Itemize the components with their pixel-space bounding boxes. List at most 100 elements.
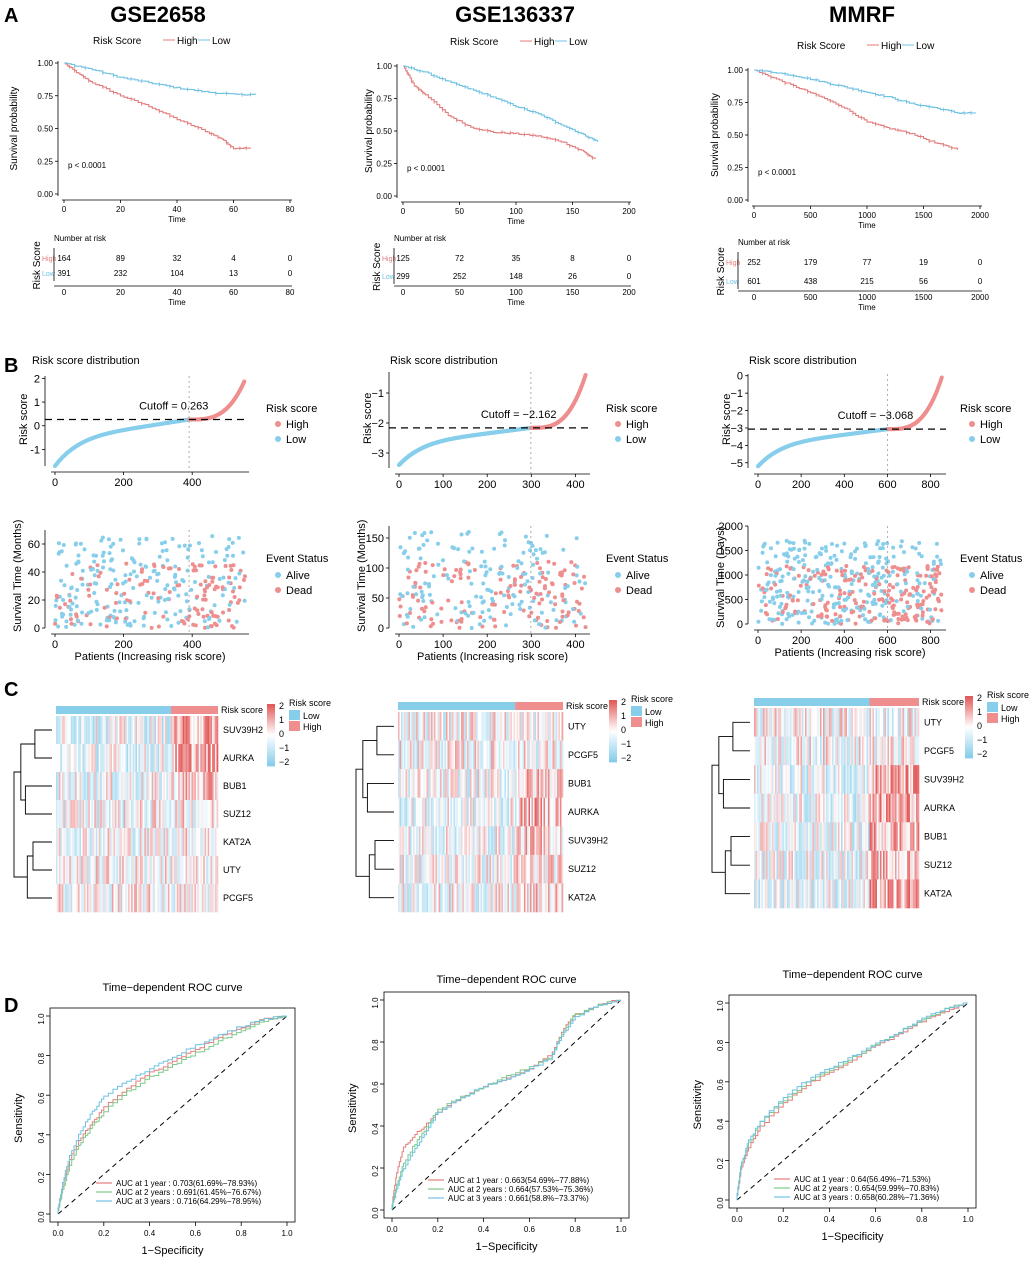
status-dot-alive: [165, 617, 170, 622]
heatmap-cell: [107, 772, 110, 801]
status-dot-alive: [427, 592, 432, 597]
heatmap-cell: [106, 884, 108, 913]
annotation-low: [754, 698, 870, 706]
heatmap-cell: [169, 884, 172, 913]
heatmap-cell: [853, 793, 855, 823]
x-tick-label: 200: [622, 207, 636, 216]
heatmap-cell: [527, 712, 529, 741]
status-dot-alive: [891, 554, 896, 559]
heatmap-cell: [773, 850, 776, 880]
heatmap-cell: [160, 828, 163, 857]
heatmap-cell: [200, 800, 203, 829]
heatmap-cell: [558, 712, 561, 741]
heatmap-cell: [150, 800, 153, 829]
heatmap-cell: [500, 769, 502, 799]
status-dot-dead: [538, 566, 542, 571]
heatmap-cell: [450, 740, 453, 770]
heatmap-cell: [527, 883, 529, 913]
heatmap-cell: [512, 883, 514, 913]
y-tick-label: 0: [737, 619, 743, 631]
status-dot-alive: [812, 618, 817, 623]
heatmap-cell: [851, 879, 854, 909]
heatmap-row-pcgf5: [754, 736, 920, 766]
status-dot-alive: [813, 555, 818, 560]
gene-label: SUZ12: [924, 860, 952, 870]
heatmap-cell: [203, 716, 206, 745]
heatmap-cell: [908, 736, 911, 766]
status-dot-dead: [788, 566, 793, 571]
heatmap-cell: [148, 744, 151, 773]
status-dot-dead: [431, 621, 435, 626]
heatmap-cell: [128, 828, 130, 857]
heatmap-cell: [778, 765, 780, 795]
heatmap-cell: [551, 769, 553, 799]
heatmap-cell: [405, 740, 408, 770]
status-dot-dead: [930, 589, 935, 594]
heatmap-cell: [160, 772, 163, 801]
heatmap-cell: [426, 797, 429, 827]
heatmap-cell: [850, 879, 852, 909]
y-axis-label: Survival Time (Months): [356, 520, 368, 632]
heatmap-cell: [83, 744, 86, 773]
status-dot-alive: [417, 546, 422, 551]
heatmap-cell: [134, 856, 136, 885]
heatmap-cell: [169, 828, 172, 857]
risk-x-tick-label: 1000: [858, 293, 876, 302]
heatmap-cell: [811, 765, 813, 795]
heatmap-cell: [474, 826, 477, 856]
heatmap-cell: [754, 736, 756, 766]
heatmap-cell: [209, 772, 211, 801]
heatmap-cell: [516, 769, 519, 799]
heatmap-cell: [416, 769, 418, 799]
risk-count: 391: [57, 269, 71, 278]
heatmap-cell: [104, 856, 107, 885]
status-dot-alive: [155, 578, 160, 583]
status-dot-alive: [805, 579, 810, 584]
heatmap-cell: [192, 744, 195, 773]
heatmap-cell: [491, 740, 493, 770]
heatmap-cell: [821, 822, 824, 852]
heatmap-cell: [477, 740, 480, 770]
y-tick-label: 1.00: [37, 59, 53, 68]
heatmap-cell: [440, 712, 442, 741]
heatmap-cell: [510, 854, 513, 884]
heatmap-cell: [880, 879, 882, 909]
status-dot-alive: [112, 608, 117, 613]
heatmap-cell: [483, 740, 486, 770]
heatmap-cell: [860, 793, 863, 823]
heatmap-cell: [542, 854, 544, 884]
heatmap-cell: [528, 797, 531, 827]
heatmap-cell: [839, 850, 842, 880]
status-dot-alive: [423, 581, 428, 586]
heatmap-cell: [75, 800, 77, 829]
heatmap-cell: [107, 828, 110, 857]
status-dot-dead: [775, 617, 780, 621]
gene-label: AURKA: [924, 803, 955, 813]
heatmap-cell: [81, 856, 83, 885]
heatmap-cell: [422, 826, 424, 856]
heatmap-cell: [528, 769, 531, 799]
status-dot-dead: [98, 570, 103, 575]
status-dot-alive: [138, 562, 143, 567]
heatmap-row-kat2a: [754, 879, 920, 909]
heatmap-cell: [398, 854, 400, 884]
status-dot-dead: [854, 601, 858, 606]
heatmap-cell: [64, 856, 67, 885]
heatmap-cell: [896, 708, 899, 737]
status-dot-alive: [935, 554, 940, 559]
y-tick-label: 0.00: [376, 192, 392, 201]
heatmap-cell: [67, 856, 70, 885]
heatmap-cell: [515, 854, 517, 884]
heatmap-cell: [464, 826, 466, 856]
color-scale-cell: [267, 735, 275, 738]
status-dot-dead: [850, 589, 855, 594]
risk-dot-high: [939, 375, 944, 380]
status-dot-alive: [833, 601, 838, 606]
heatmap-cell: [482, 769, 484, 799]
status-dot-dead: [449, 618, 454, 623]
heatmap-cell: [107, 800, 110, 829]
heatmap-cell: [135, 800, 138, 829]
heatmap-cell: [120, 716, 123, 745]
status-dot-dead: [901, 616, 905, 621]
status-dot-alive: [880, 565, 885, 570]
